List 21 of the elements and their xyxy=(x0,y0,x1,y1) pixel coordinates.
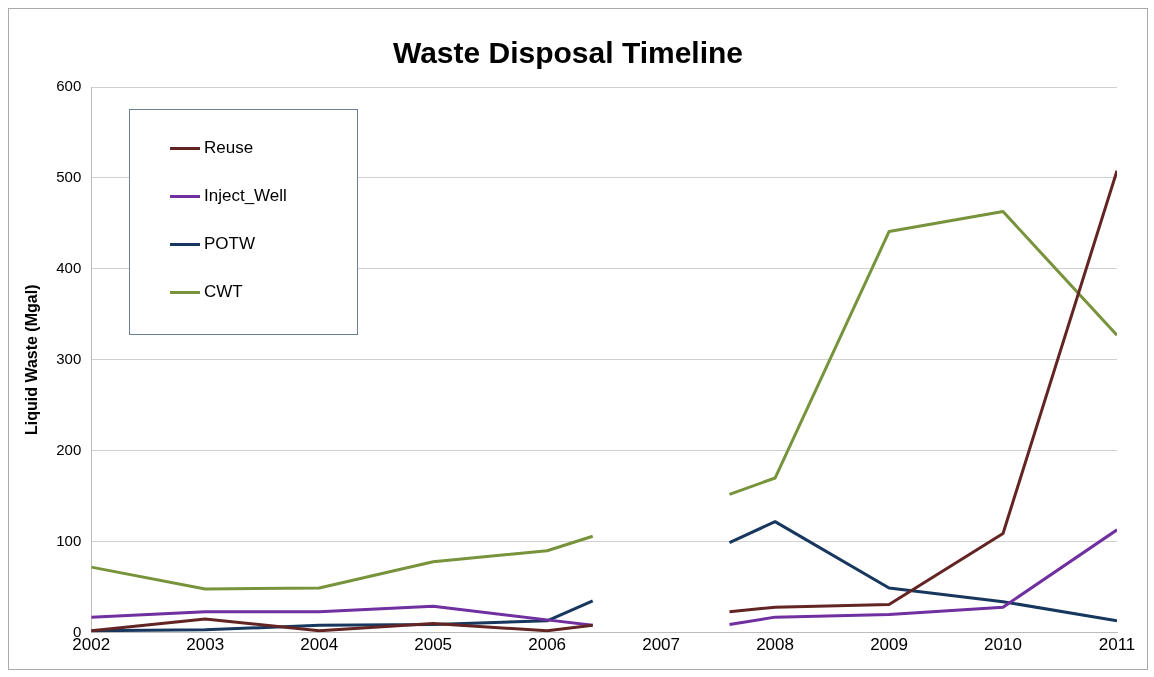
x-tick-label: 2005 xyxy=(414,635,453,655)
x-tick-label: 2007 xyxy=(642,635,681,655)
y-tick-label: 100 xyxy=(56,531,82,549)
x-tick-label: 2004 xyxy=(300,635,339,655)
x-tick-label: 2011 xyxy=(1098,635,1136,655)
x-tick-label: 2010 xyxy=(984,635,1022,655)
y-tick-label: 300 xyxy=(56,349,82,367)
legend-label: POTW xyxy=(204,234,255,254)
x-tick-label: 2008 xyxy=(756,635,794,655)
y-tick-label: 500 xyxy=(56,168,82,186)
y-axis-title: Liquid Waste (Mgal) xyxy=(23,284,41,436)
y-tick-label: 400 xyxy=(56,259,82,277)
legend-label: CWT xyxy=(204,282,243,302)
chart-title: Waste Disposal Timeline xyxy=(392,36,744,70)
x-tick-label: 2006 xyxy=(528,635,567,655)
x-tick-label: 2003 xyxy=(186,635,225,655)
legend-label: Reuse xyxy=(204,138,254,158)
legend-label: Inject_Well xyxy=(204,186,287,206)
x-tick-label: 2009 xyxy=(870,635,908,655)
y-tick-label: 600 xyxy=(56,77,82,95)
y-tick-label: 200 xyxy=(56,440,82,458)
